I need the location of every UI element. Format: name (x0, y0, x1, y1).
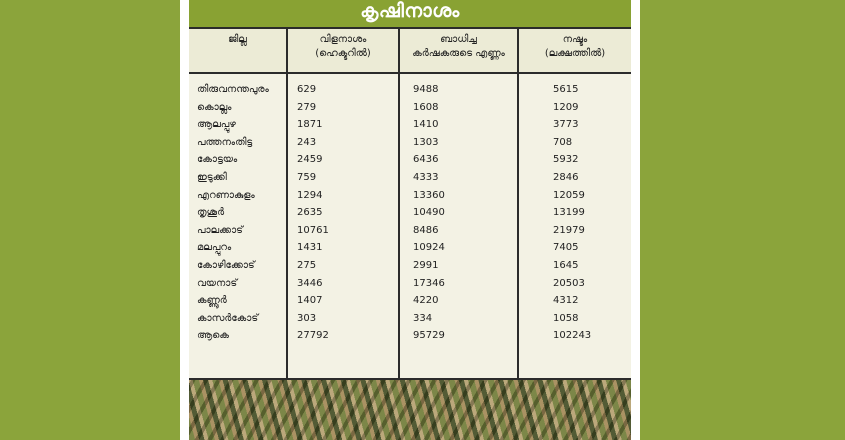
farmers-cell: 95729 (413, 330, 445, 342)
loss-cell: 5932 (553, 154, 579, 166)
crop-loss-cell: 1407 (297, 295, 323, 307)
table-row: തിരുവനന്തപുരം 629 9488 5615 (189, 82, 631, 98)
farmers-cell: 10924 (413, 242, 445, 254)
crop-loss-cell: 1871 (297, 119, 323, 131)
farmers-cell: 4220 (413, 295, 439, 307)
district-cell: ഇടുക്കി (197, 172, 227, 183)
crop-loss-cell: 275 (297, 260, 317, 271)
district-cell: തിരുവനന്തപുരം (197, 84, 269, 95)
farmers-cell: 334 (413, 312, 433, 324)
header-affected-farmers-label-2: കർഷകരുടെ എണ്ണം (412, 48, 505, 59)
header-loss: നഷ്ടം (ലക്ഷത്തിൽ) (519, 33, 631, 69)
bottom-rule (189, 378, 631, 380)
loss-cell: 4312 (553, 295, 579, 307)
loss-cell: 3773 (553, 119, 579, 131)
crop-loss-cell: 27792 (297, 330, 329, 342)
district-cell: ആലപ്പുഴ (197, 119, 236, 131)
farmers-cell: 1608 (413, 101, 439, 113)
district-cell: തൃശൂർ (197, 207, 225, 219)
table-row: കൊല്ലം 279 1608 1209 (189, 100, 631, 116)
table-row: കോഴിക്കോട് 275 2991 1645 (189, 258, 631, 274)
district-cell: കണ്ണൂർ (197, 295, 227, 307)
table-row: കണ്ണൂർ 1407 4220 4312 (189, 293, 631, 309)
crop-loss-cell: 3446 (297, 277, 323, 289)
farmers-cell: 4333 (413, 172, 439, 183)
header-crop-loss-unit: (ഹെക്ടറിൽ) (315, 48, 371, 59)
loss-cell: 708 (553, 136, 573, 148)
column-divider (398, 27, 400, 380)
table-row: ഇടുക്കി 759 4333 2846 (189, 170, 631, 186)
district-cell: പത്തനംതിട്ട (197, 136, 253, 148)
district-cell: എറണാകുളം (197, 189, 255, 201)
table-row: എറണാകുളം 1294 13360 12059 (189, 188, 631, 204)
loss-cell: 20503 (553, 277, 585, 289)
header-affected-farmers-label: ബാധിച്ച (440, 34, 477, 45)
district-cell: കൊല്ലം (197, 101, 232, 113)
table-row: കോട്ടയം 2459 6436 5932 (189, 152, 631, 168)
crop-loss-cell: 2635 (297, 207, 323, 219)
district-cell: ആകെ (197, 330, 229, 342)
farmers-cell: 2991 (413, 260, 439, 271)
loss-cell: 1645 (553, 260, 579, 271)
district-cell: കോട്ടയം (197, 154, 238, 166)
crop-loss-cell: 1294 (297, 189, 323, 201)
table-row: മലപ്പുറം 1431 10924 7405 (189, 240, 631, 256)
farmers-cell: 10490 (413, 207, 445, 219)
farmers-cell: 8486 (413, 224, 439, 236)
crop-loss-cell: 2459 (297, 154, 323, 166)
table-row: തൃശൂർ 2635 10490 13199 (189, 205, 631, 221)
crop-loss-cell: 629 (297, 84, 317, 95)
top-rule (189, 27, 631, 29)
header-loss-unit: (ലക്ഷത്തിൽ) (544, 48, 606, 59)
loss-cell: 5615 (553, 84, 579, 95)
crop-loss-cell: 759 (297, 172, 317, 183)
table-row: കാസർകോട് 303 334 1058 (189, 311, 631, 327)
table-header-band (189, 27, 631, 72)
crop-loss-cell: 1431 (297, 242, 323, 254)
farmers-cell: 1410 (413, 119, 439, 131)
column-divider (286, 27, 288, 380)
farmers-cell: 17346 (413, 277, 445, 289)
crop-loss-cell: 303 (297, 312, 317, 324)
loss-cell: 1209 (553, 101, 579, 113)
farmers-cell: 6436 (413, 154, 439, 166)
table-row: പത്തനംതിട്ട 243 1303 708 (189, 135, 631, 151)
background-left (0, 0, 180, 440)
loss-cell: 7405 (553, 242, 579, 254)
loss-cell: 1058 (553, 312, 579, 324)
data-table: ജില്ല വിളനാശം (ഹെക്ടറിൽ) ബാധിച്ച കർഷകരുട… (189, 27, 631, 380)
column-divider (517, 27, 519, 380)
loss-cell: 102243 (553, 330, 592, 342)
header-crop-loss: വിളനാശം (ഹെക്ടറിൽ) (288, 33, 398, 69)
header-district-label: ജില്ല (228, 34, 247, 45)
loss-cell: 13199 (553, 207, 585, 219)
infographic-title: കൃഷിനാശം (189, 0, 631, 27)
table-row: പാലക്കാട് 10761 8486 21979 (189, 223, 631, 239)
header-rule (189, 72, 631, 74)
crop-loss-cell: 10761 (297, 224, 329, 236)
loss-cell: 12059 (553, 189, 585, 201)
crop-damage-photo (189, 380, 631, 440)
crop-loss-cell: 243 (297, 136, 317, 148)
loss-cell: 2846 (553, 172, 579, 183)
header-crop-loss-label: വിളനാശം (319, 34, 367, 45)
farmers-cell: 1303 (413, 136, 439, 148)
table-row: ആകെ 27792 95729 102243 (189, 328, 631, 344)
district-cell: പാലക്കാട് (197, 224, 243, 236)
district-cell: വയനാട് (197, 277, 238, 289)
district-cell: കാസർകോട് (197, 312, 259, 324)
header-affected-farmers: ബാധിച്ച കർഷകരുടെ എണ്ണം (400, 33, 517, 69)
district-cell: മലപ്പുറം (197, 242, 232, 254)
background-right (640, 0, 845, 440)
farmers-cell: 13360 (413, 189, 445, 201)
district-cell: കോഴിക്കോട് (197, 260, 255, 271)
table-row: ആലപ്പുഴ 1871 1410 3773 (189, 117, 631, 133)
infographic-card: കൃഷിനാശം ജില്ല വിളനാശം (ഹെക്ടറിൽ) ബാധിച്… (180, 0, 640, 440)
header-loss-label: നഷ്ടം (562, 34, 588, 45)
farmers-cell: 9488 (413, 84, 439, 95)
table-row: വയനാട് 3446 17346 20503 (189, 276, 631, 292)
crop-loss-cell: 279 (297, 101, 317, 113)
header-district: ജില്ല (189, 33, 286, 69)
loss-cell: 21979 (553, 224, 585, 236)
